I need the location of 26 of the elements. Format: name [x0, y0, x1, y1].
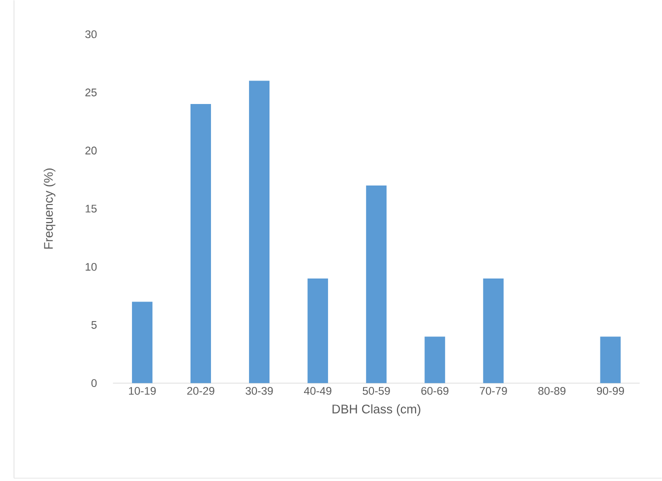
y-tick-label: 10	[86, 262, 97, 271]
bar	[424, 336, 446, 384]
x-tick-label: 30-39	[246, 386, 273, 395]
bar	[249, 80, 270, 384]
y-axis-title: Frequency (%)	[44, 168, 56, 249]
x-tick-label: 40-49	[304, 386, 332, 395]
x-tick-label: 10-19	[128, 386, 156, 395]
bar	[483, 278, 504, 384]
y-tick-label: 15	[86, 204, 97, 213]
x-tick-label: 80-89	[538, 386, 566, 395]
x-tick-label: 90-99	[596, 386, 624, 395]
y-tick-label: 30	[85, 30, 97, 38]
bar	[308, 278, 328, 384]
bar	[132, 302, 152, 384]
x-axis-title: DBH Class (cm)	[332, 404, 420, 416]
bar	[190, 104, 211, 384]
x-tick-label: 20-29	[187, 386, 214, 395]
y-tick-label: 20	[85, 146, 97, 154]
x-tick-label: 70-79	[480, 386, 507, 395]
y-tick-label: 0	[91, 379, 97, 387]
y-tick-label: 5	[91, 321, 97, 329]
x-tick-label: 60-69	[421, 386, 448, 395]
x-tick-label: 50-59	[362, 386, 390, 395]
y-tick-label: 25	[85, 88, 97, 96]
bar	[600, 336, 621, 384]
bar	[366, 185, 387, 384]
